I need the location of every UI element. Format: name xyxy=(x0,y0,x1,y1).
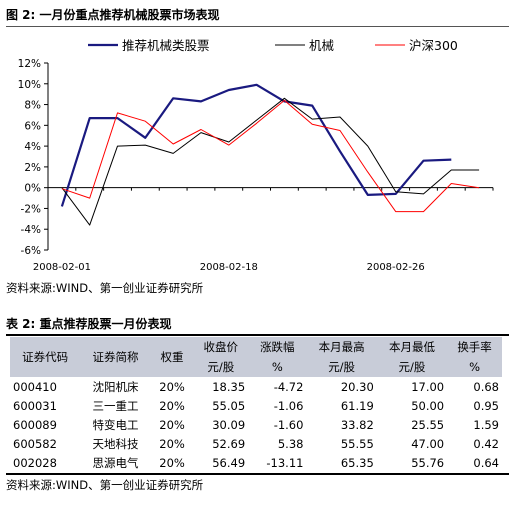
cell-close: 18.35 xyxy=(212,379,246,394)
header-weight: 权重 xyxy=(160,350,184,364)
cell-high: 65.35 xyxy=(340,455,374,470)
x-tick-label: 2008-02-26 xyxy=(367,262,425,273)
y-tick-label: -4% xyxy=(21,224,41,236)
table-row: 002028 思源电气 20% 56.49 -13.11 65.35 55.76… xyxy=(10,453,502,472)
cell-change: -4.72 xyxy=(273,379,304,394)
table-bottom-rule xyxy=(6,473,509,475)
y-tick-label: 4% xyxy=(24,141,41,153)
cell-turnover: 0.68 xyxy=(473,379,499,394)
unit-low: 元/股 xyxy=(398,360,426,374)
cell-weight: 20% xyxy=(159,417,185,432)
cell-high: 33.82 xyxy=(340,417,374,432)
cell-low: 55.76 xyxy=(411,455,445,470)
cell-close: 30.09 xyxy=(212,417,246,432)
unit-high: 元/股 xyxy=(328,360,356,374)
legend: 推荐机械类股票 机械 沪深300 xyxy=(88,38,458,53)
y-tick-label: 10% xyxy=(18,79,41,91)
cell-weight: 20% xyxy=(159,379,185,394)
cell-low: 50.00 xyxy=(411,398,445,413)
legend-label: 沪深300 xyxy=(409,38,458,53)
cell-turnover: 0.95 xyxy=(473,398,499,413)
cell-change: -13.11 xyxy=(266,455,304,470)
figure-source: 资料来源:WIND、第一创业证券研究所 xyxy=(6,281,204,295)
header-name: 证券简称 xyxy=(92,350,139,364)
cell-name: 特变电工 xyxy=(92,417,139,432)
x-axis: 2008-02-01 2008-02-18 2008-02-26 xyxy=(33,187,494,273)
series-lines xyxy=(60,83,480,226)
y-tick-label: 6% xyxy=(24,120,41,132)
cell-weight: 20% xyxy=(159,398,185,413)
y-tick-label: -2% xyxy=(21,203,41,215)
cell-name: 天地科技 xyxy=(92,436,139,451)
header-low: 本月最低 xyxy=(388,340,435,354)
y-tick-label: 8% xyxy=(24,100,41,112)
cell-close: 52.69 xyxy=(212,436,246,451)
series-line xyxy=(60,83,452,207)
header-turnover: 换手率 xyxy=(457,340,492,354)
cell-turnover: 0.42 xyxy=(473,436,499,451)
table-row: 000410 沈阳机床 20% 18.35 -4.72 20.30 17.00 … xyxy=(10,377,502,396)
cell-turnover: 1.59 xyxy=(473,417,499,432)
figure-title: 图 2: 一月份重点推荐机械股票市场表现 xyxy=(6,8,220,22)
cell-code: 600031 xyxy=(13,398,57,413)
table-row: 600582 天地科技 20% 52.69 5.38 55.55 47.00 0… xyxy=(10,434,502,453)
y-tick-label: 12% xyxy=(18,58,41,70)
y-tick-label: 0% xyxy=(24,183,41,195)
cell-name: 思源电气 xyxy=(92,455,139,470)
cell-change: 5.38 xyxy=(277,436,304,451)
cell-code: 002028 xyxy=(13,455,57,470)
cell-turnover: 0.64 xyxy=(473,455,499,470)
title-rule xyxy=(6,26,509,27)
unit-turnover: % xyxy=(469,360,481,374)
table-source: 资料来源:WIND、第一创业证券研究所 xyxy=(6,478,204,492)
cell-low: 17.00 xyxy=(411,379,445,394)
y-tick-label: 2% xyxy=(24,162,41,174)
cell-code: 600582 xyxy=(13,436,57,451)
cell-name: 三一重工 xyxy=(92,398,139,413)
unit-change: % xyxy=(271,360,283,374)
cell-high: 61.19 xyxy=(340,398,374,413)
table-row: 600031 三一重工 20% 55.05 -1.06 61.19 50.00 … xyxy=(10,396,502,415)
x-tick-label: 2008-02-18 xyxy=(200,262,258,273)
cell-change: -1.60 xyxy=(273,417,304,432)
table-top-rule xyxy=(6,334,509,336)
y-axis: -6% -4% -2% 0% 2% 4% 6% 8% 10% 12% xyxy=(18,58,49,257)
cell-low: 25.55 xyxy=(411,417,445,432)
cell-code: 600089 xyxy=(13,417,57,432)
x-tick-label: 2008-02-01 xyxy=(33,262,91,273)
cell-high: 55.55 xyxy=(340,436,374,451)
cell-change: -1.06 xyxy=(273,398,304,413)
header-code: 证券代码 xyxy=(22,350,69,364)
header-high: 本月最高 xyxy=(318,340,365,354)
cell-weight: 20% xyxy=(159,436,185,451)
cell-low: 47.00 xyxy=(411,436,445,451)
legend-label: 推荐机械类股票 xyxy=(122,38,210,53)
cell-code: 000410 xyxy=(13,379,57,394)
series-line xyxy=(61,99,480,213)
header-close: 收盘价 xyxy=(203,340,239,354)
cell-name: 沈阳机床 xyxy=(92,379,139,394)
cell-close: 55.05 xyxy=(212,398,246,413)
table-row: 600089 特变电工 20% 30.09 -1.60 33.82 25.55 … xyxy=(10,415,502,434)
table-title: 表 2: 重点推荐股票一月份表现 xyxy=(6,317,172,331)
stock-table: 证券代码 证券简称 权重 收盘价 涨跌幅 本月最高 本月最低 换手率 元/股 %… xyxy=(10,337,502,472)
line-chart: -6%-4%-2%0%2%4%6%8%10%12% 2008-02-01 2008… xyxy=(18,38,494,273)
cell-high: 20.30 xyxy=(340,379,374,394)
series-line xyxy=(61,97,480,226)
header-change: 涨跌幅 xyxy=(260,340,295,354)
cell-weight: 20% xyxy=(159,455,185,470)
y-tick-label: -6% xyxy=(21,245,41,257)
cell-close: 56.49 xyxy=(212,455,246,470)
legend-label: 机械 xyxy=(309,38,335,53)
unit-close: 元/股 xyxy=(207,360,235,374)
